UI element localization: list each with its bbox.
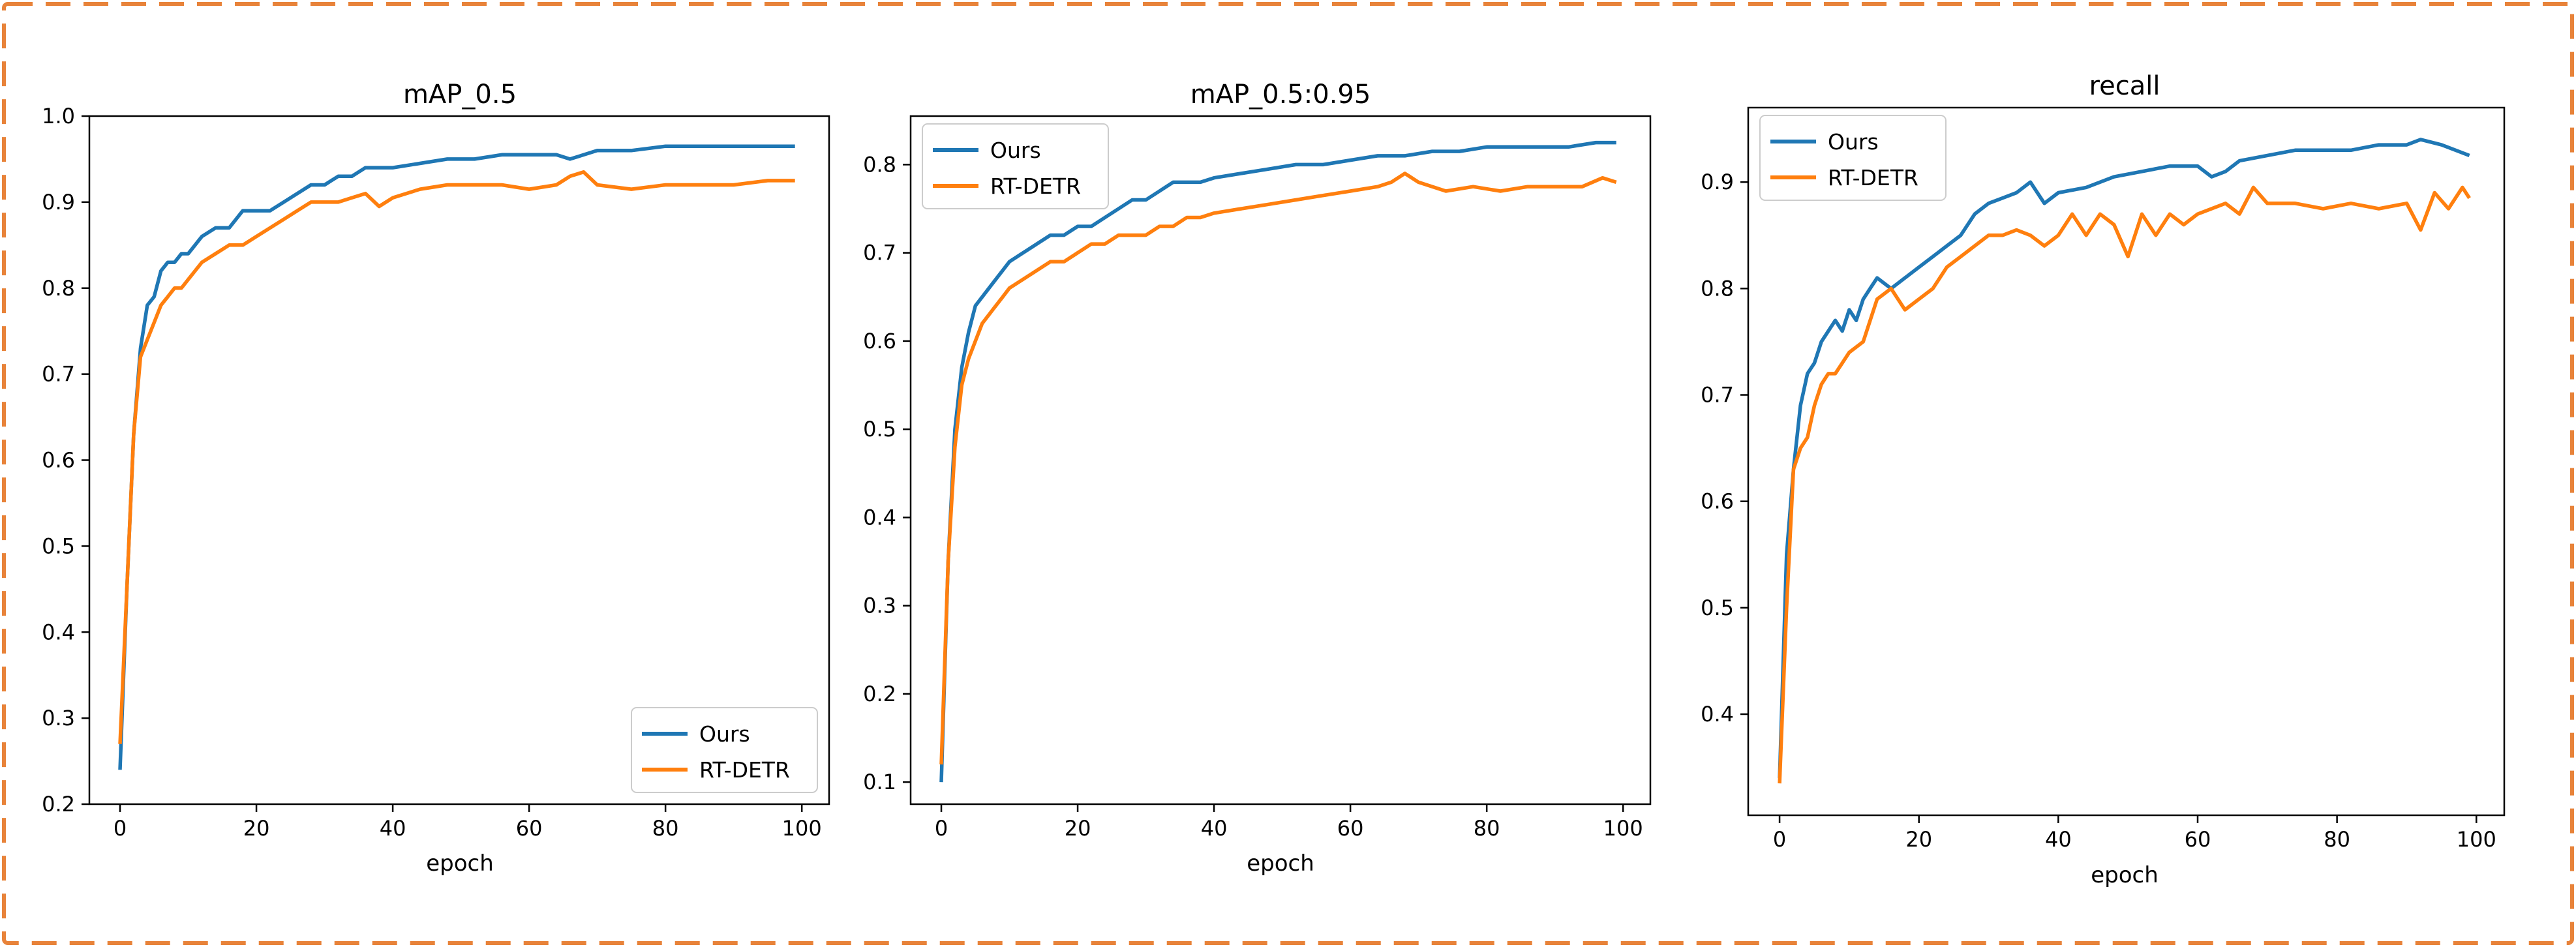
legend: Ours RT-DETR <box>1759 115 1947 201</box>
x-tick-label: 20 <box>243 816 270 841</box>
x-tick-label: 100 <box>782 816 822 841</box>
legend-label: RT-DETR <box>699 757 790 783</box>
series-line-ours <box>118 144 795 770</box>
axes-frame <box>88 115 830 805</box>
series-line-ours <box>939 140 1616 783</box>
y-tick-label: 0.7 <box>42 362 75 387</box>
chart-map50: mAP_0.5 epoch 0 20 40 60 80 100 0.2 0.3 0.4 0.5 0.… <box>42 80 830 877</box>
legend: Ours RT-DETR <box>922 123 1109 209</box>
y-tick-label: 0.4 <box>1701 702 1734 727</box>
y-tick-label: 0.3 <box>42 706 75 730</box>
legend-label: Ours <box>1828 129 1879 155</box>
chart-title: mAP_0.5 <box>403 80 517 110</box>
axes-frame <box>1747 106 2506 817</box>
y-tick-label: 0.5 <box>1701 595 1734 620</box>
chart-recall: recall epoch 0 20 40 60 80 100 0.4 0.5 0.6 0.7 0.8… <box>1701 71 2506 888</box>
x-tick-label: 0 <box>935 816 948 841</box>
x-tick-label: 40 <box>2045 827 2072 852</box>
x-tick-label: 20 <box>1065 816 1091 841</box>
x-tick-label: 40 <box>1201 816 1228 841</box>
axes-frame <box>909 115 1652 805</box>
y-tick-label: 0.7 <box>863 241 896 265</box>
y-tick-label: 1.0 <box>42 104 75 128</box>
legend: Ours RT-DETR <box>631 707 818 793</box>
x-tick-label: 0 <box>114 816 127 841</box>
x-tick-label: 80 <box>652 816 679 841</box>
y-tick-label: 0.2 <box>42 792 75 817</box>
chart-title: mAP_0.5:0.95 <box>1190 80 1371 110</box>
x-tick-label: 100 <box>1603 816 1643 841</box>
y-tick-label: 0.7 <box>1701 383 1734 408</box>
y-tick-label: 0.6 <box>863 329 896 353</box>
x-axis-label: epoch <box>1247 850 1314 877</box>
y-tick-label: 0.3 <box>863 594 896 618</box>
series-line-rt-detr <box>939 172 1617 765</box>
x-tick-label: 0 <box>1773 827 1786 852</box>
x-tick-label: 80 <box>2324 827 2350 852</box>
y-tick-label: 0.6 <box>1701 489 1734 514</box>
y-tick-label: 0.1 <box>863 770 896 794</box>
series-line-ours <box>1778 138 2470 778</box>
series-line-rt-detr <box>1778 185 2471 784</box>
y-tick-label: 0.8 <box>42 276 75 301</box>
legend-label: RT-DETR <box>1828 165 1918 190</box>
series-line-rt-detr <box>118 170 795 744</box>
x-tick-label: 100 <box>2457 827 2496 852</box>
y-tick-label: 0.5 <box>863 417 896 442</box>
y-tick-label: 0.8 <box>1701 276 1734 301</box>
y-tick-label: 0.6 <box>42 448 75 473</box>
x-tick-label: 60 <box>2185 827 2211 852</box>
x-axis-label: epoch <box>2091 862 2159 888</box>
y-tick-label: 0.2 <box>863 682 896 706</box>
y-tick-label: 0.9 <box>1701 170 1734 194</box>
x-axis-label: epoch <box>426 850 494 877</box>
legend-label: Ours <box>699 721 750 747</box>
chart-title: recall <box>2089 71 2160 101</box>
y-tick-label: 0.8 <box>863 152 896 177</box>
y-tick-label: 0.4 <box>863 505 896 530</box>
x-tick-label: 40 <box>380 816 406 841</box>
legend-label: RT-DETR <box>990 173 1081 199</box>
chart-map50-95: mAP_0.5:0.95 epoch 0 20 40 60 80 100 0.1 0.2 0.3… <box>863 80 1652 877</box>
x-tick-label: 20 <box>1905 827 1932 852</box>
x-tick-label: 60 <box>1337 816 1364 841</box>
y-tick-label: 0.9 <box>42 190 75 215</box>
legend-label: Ours <box>990 138 1041 163</box>
x-tick-label: 80 <box>1474 816 1500 841</box>
y-tick-label: 0.5 <box>42 534 75 558</box>
y-tick-label: 0.4 <box>42 620 75 644</box>
x-tick-label: 60 <box>516 816 543 841</box>
